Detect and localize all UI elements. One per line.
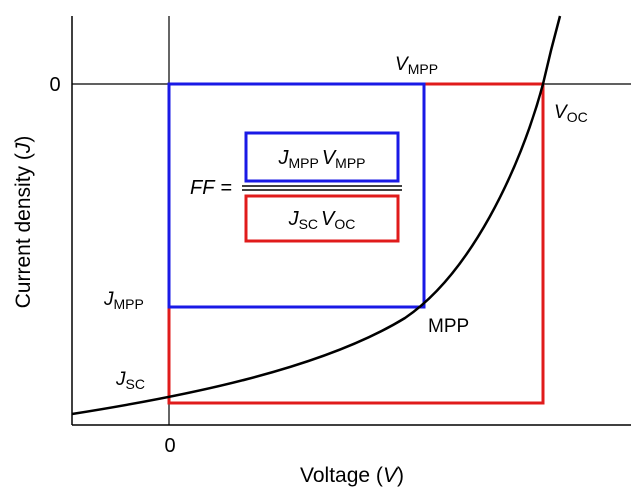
x-zero-label: 0 [164,435,175,457]
x-axis-title: Voltage (V) [300,464,404,487]
numerator-text: JMPP VMPP [277,147,365,171]
denominator-box [244,194,400,243]
jmpp-label: JMPP [103,289,144,312]
jsc-label: JSC [115,369,145,392]
y-axis-title: Current density (J) [12,136,35,309]
denominator-text: JSC VOC [288,208,356,232]
y-zero-label: 0 [49,74,60,96]
mpp-label: MPP [428,316,469,337]
ff-label: FF = [190,177,232,199]
voc-label: VOC [554,102,588,125]
mpp-rect [167,82,426,309]
numerator-box [244,131,400,183]
vmpp-label: VMPP [395,54,438,77]
jv-curve [71,15,562,416]
